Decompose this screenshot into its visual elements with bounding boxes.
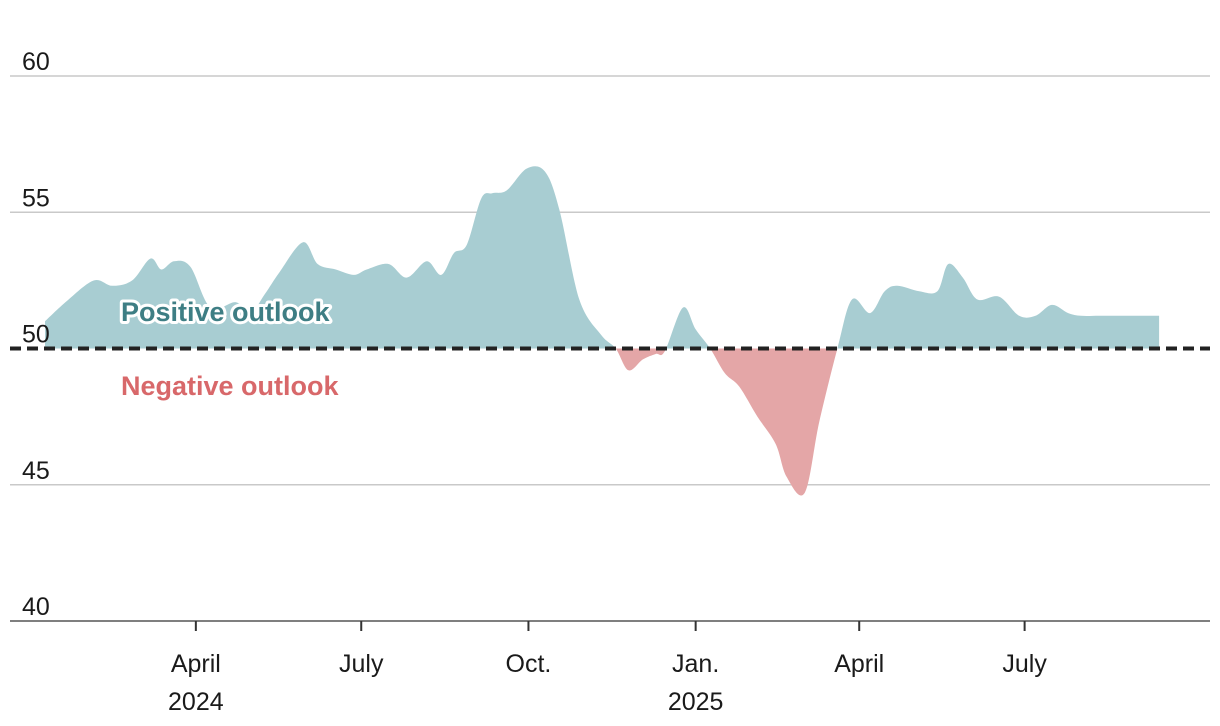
y-tick-labels: 40 45 50 55 60	[22, 48, 50, 621]
y-tick-label-40: 40	[22, 593, 50, 621]
y-tick-label-50: 50	[22, 321, 50, 349]
x-tick-label-1: July	[339, 650, 384, 678]
x-tick-label-0: April	[171, 650, 221, 678]
y-tick-label-55: 55	[22, 184, 50, 212]
positive-outlook-label: Positive outlook	[121, 297, 331, 327]
y-tick-label-45: 45	[22, 457, 50, 485]
x-tick-year-3: 2025	[668, 688, 724, 716]
x-axis: April 2024 July Oct. Jan. 2025 April July	[168, 621, 1047, 716]
positive-area	[45, 166, 1160, 349]
negative-outlook-label: Negative outlook	[121, 371, 340, 401]
x-tick-year-0: 2024	[168, 688, 224, 716]
y-gridlines	[10, 75, 1210, 622]
x-tick-label-5: July	[1002, 650, 1047, 678]
y-tick-label-60: 60	[22, 48, 50, 76]
positive-area-group	[45, 166, 1160, 349]
x-tick-label-2: Oct.	[506, 650, 552, 678]
x-tick-label-4: April	[834, 650, 884, 678]
x-tick-label-3: Jan.	[672, 650, 719, 678]
